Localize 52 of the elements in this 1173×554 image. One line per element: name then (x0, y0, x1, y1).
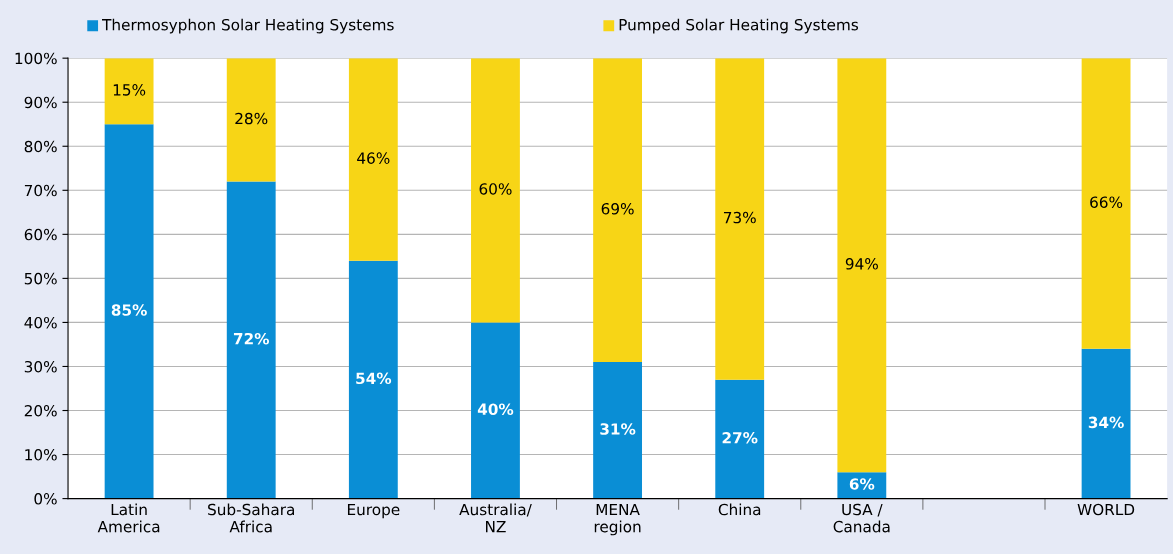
data-label: 73% (723, 211, 756, 224)
data-label: 69% (601, 203, 634, 215)
data-label: 40% (477, 403, 514, 415)
y-tick-label: 60% (24, 228, 57, 241)
y-tick-label: 30% (24, 360, 57, 373)
x-tick-label: WORLD (1077, 503, 1135, 516)
data-label: 27% (722, 432, 758, 444)
bar (1081, 58, 1131, 349)
y-tick-label: 20% (24, 404, 57, 417)
x-tick-label: Europe (347, 503, 400, 519)
bar (348, 58, 398, 261)
data-label: 85% (111, 304, 147, 316)
y-tick-label: 50% (24, 272, 57, 285)
bar (226, 181, 276, 499)
bar (1081, 348, 1131, 499)
bar (348, 260, 398, 499)
y-tick-label: 90% (24, 96, 57, 109)
data-label: 46% (357, 152, 390, 164)
bar (471, 58, 520, 323)
y-tick-label: 0% (34, 493, 57, 505)
x-tick-label: MENA region (594, 503, 641, 536)
bar (837, 58, 887, 473)
data-label: 72% (233, 332, 270, 345)
bar (715, 379, 765, 499)
bar (104, 58, 154, 125)
data-label: 15% (113, 84, 146, 96)
data-label: 31% (600, 423, 636, 435)
y-tick-label: 80% (24, 140, 57, 153)
bar (593, 362, 643, 499)
x-tick-label: USA / Canada (833, 503, 890, 533)
bar (471, 322, 520, 499)
data-label: 94% (845, 258, 878, 270)
y-tick-label: 100% (15, 52, 57, 65)
data-label: 6% (849, 478, 875, 490)
y-tick-label: 40% (24, 316, 57, 329)
legend-label: Thermosyphon Solar Heating Systems (102, 18, 394, 34)
y-tick-label: 70% (24, 184, 57, 197)
x-tick-label: China (718, 503, 761, 516)
bar (104, 124, 154, 499)
data-label: 28% (235, 112, 268, 125)
y-tick-label: 10% (25, 449, 57, 461)
legend-label: Pumped Solar Heating Systems (619, 18, 859, 34)
x-tick-label: Australia/ NZ (459, 503, 532, 533)
bar (715, 58, 765, 380)
data-label: 60% (479, 183, 512, 195)
data-label: 54% (356, 372, 392, 385)
bar (593, 58, 643, 363)
x-tick-label: Sub-Sahara Africa (208, 503, 294, 533)
data-label: 66% (1090, 196, 1123, 208)
bar (226, 58, 276, 182)
data-label: 34% (1088, 416, 1124, 429)
x-tick-label: Latin America (97, 503, 160, 533)
